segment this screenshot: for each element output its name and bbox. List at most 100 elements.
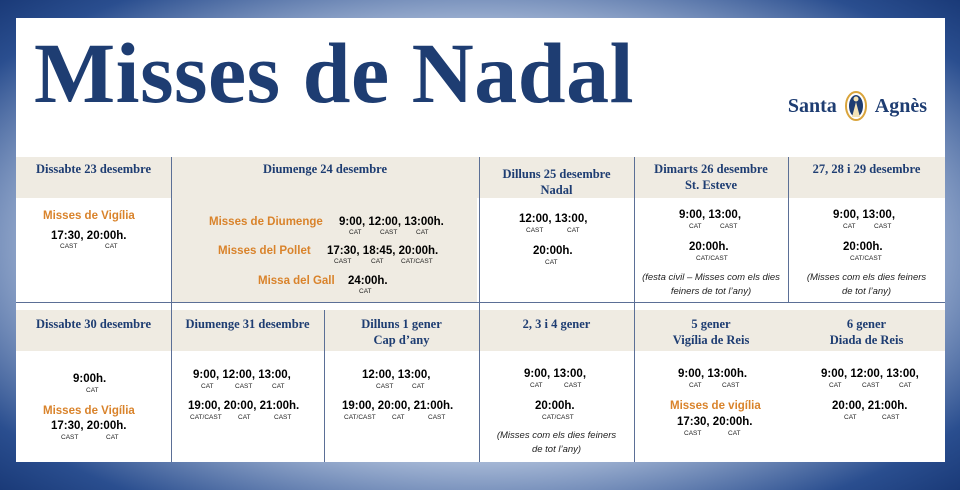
jan1-times: 12:00, 13:00, (362, 369, 431, 381)
jan1-times-2: 19:00, 20:00, 21:00h. (342, 400, 454, 412)
lang-tag: CAT (829, 382, 842, 389)
lang-tag: CAT (272, 383, 285, 390)
lang-tag: CAST (862, 382, 880, 389)
lang-tag: CAT/CAST (401, 258, 433, 265)
lang-tag: CAST (235, 383, 253, 390)
header-sun24: Diumenge 24 desembre (262, 162, 388, 176)
sun31-times-2: 19:00, 20:00, 21:00h. (188, 400, 300, 412)
sat23-times: 17:30, 20:00h. (51, 230, 127, 242)
lang-tag: CAST (380, 229, 398, 236)
lang-tag: CAT/CAST (344, 414, 376, 421)
lang-tag: CAST (722, 382, 740, 389)
lang-tag: CAT/CAST (850, 255, 882, 262)
lang-tag: CAT (238, 414, 251, 421)
lang-tag: CAT (359, 288, 372, 295)
lang-tag: CAST (376, 383, 394, 390)
tue26-note: (festa civil – Misses com els dies feiner… (642, 272, 780, 297)
lang-tag: CAT (567, 227, 580, 234)
logo: Santa Agnès (788, 90, 927, 122)
lang-tag: CAST (428, 414, 446, 421)
mon25-times-2: 20:00h. (533, 245, 573, 257)
jan5-times-2: 17:30, 20:00h. (677, 416, 753, 428)
lang-tag: CAT (86, 387, 99, 394)
sun24-r3-label: Missa del Gall (258, 275, 335, 287)
d27-times-2: 20:00h. (843, 241, 883, 253)
lang-tag: CAT (843, 223, 856, 230)
header-sat23: Dissabte 23 desembre (35, 162, 152, 176)
d27-note: (Misses com els dies feiners de tot l’any… (806, 272, 927, 297)
sat23-label: Misses de Vigília (43, 210, 135, 222)
header-band-row1 (16, 157, 945, 198)
lang-tag: CAST (720, 223, 738, 230)
header-d27: 27, 28 i 29 desembre (812, 162, 921, 176)
header-band-row2 (16, 310, 945, 351)
lang-tag: CAT/CAST (190, 414, 222, 421)
lang-tag: CAT (392, 414, 405, 421)
saint-agnes-emblem-icon (844, 91, 867, 121)
col-divider (324, 310, 325, 462)
sun24-r3-times: 24:00h. (348, 275, 388, 287)
sun24-r1-label: Misses de Diumenge (209, 216, 323, 228)
jan6-times: 9:00, 12:00, 13:00, (821, 368, 919, 380)
lang-tag: CAST (274, 414, 292, 421)
sat30-label: Misses de Vigília (43, 405, 135, 417)
lang-tag: CAST (874, 223, 892, 230)
sat30-times-2: 17:30, 20:00h. (51, 420, 127, 432)
header-tue26: Dimarts 26 desembre St. Esteve (654, 162, 768, 192)
sun24-r1-times: 9:00, 12:00, 13:00h. (339, 216, 444, 228)
lang-tag: CAST (60, 243, 78, 250)
col-divider (479, 157, 480, 462)
lang-tag: CAST (526, 227, 544, 234)
lang-tag: CAT (416, 229, 429, 236)
header-jan1: Dilluns 1 gener Cap d’any (361, 317, 442, 347)
lang-tag: CAST (564, 382, 582, 389)
d27-times: 9:00, 13:00, (833, 209, 896, 221)
jan6-times-2: 20:00, 21:00h. (832, 400, 908, 412)
logo-text-right: Agnès (874, 94, 927, 117)
lang-tag: CAT (728, 430, 741, 437)
schedule-grid: Dissabte 23 desembre Diumenge 24 desembr… (16, 157, 945, 462)
lang-tag: CAT (201, 383, 214, 390)
lang-tag: CAST (61, 434, 79, 441)
jan234-note: (Misses com els dies feiners de tot l’any… (496, 430, 617, 455)
lang-tag: CAT (689, 223, 702, 230)
lang-tag: CAT (689, 382, 702, 389)
lang-tag: CAST (334, 258, 352, 265)
lang-tag: CAT/CAST (542, 414, 574, 421)
col-divider (788, 157, 789, 302)
sun24-r2-times: 17:30, 18:45, 20:00h. (327, 245, 439, 257)
header-sun31: Diumenge 31 desembre (185, 317, 310, 331)
lang-tag: CAST (882, 414, 900, 421)
jan234-times-2: 20:00h. (535, 400, 575, 412)
lang-tag: CAT (349, 229, 362, 236)
header-jan6: 6 gener Diada de Reis (829, 317, 904, 347)
lang-tag: CAT (106, 434, 119, 441)
jan5-times: 9:00, 13:00h. (678, 368, 748, 380)
sun24-r2-label: Misses del Pollet (218, 245, 311, 257)
logo-text-left: Santa (787, 94, 837, 117)
col-divider (634, 157, 635, 462)
header-sat30: Dissabte 30 desembre (35, 317, 152, 331)
sun31-times: 9:00, 12:00, 13:00, (193, 369, 291, 381)
lang-tag: CAT (530, 382, 543, 389)
lang-tag: CAT/CAST (696, 255, 728, 262)
tue26-times: 9:00, 13:00, (679, 209, 742, 221)
schedule-card: Misses de Nadal Santa Agnès Dissabte 23 … (16, 18, 945, 462)
header-mon25: Dilluns 25 desembre Nadal (502, 167, 611, 197)
tue26-times-2: 20:00h. (689, 241, 729, 253)
jan234-times: 9:00, 13:00, (524, 368, 587, 380)
sat30-times: 9:00h. (73, 373, 107, 385)
page-title: Misses de Nadal (34, 25, 634, 121)
lang-tag: CAT (899, 382, 912, 389)
sunday-24-band (171, 198, 477, 302)
lang-tag: CAST (684, 430, 702, 437)
mon25-times: 12:00, 13:00, (519, 213, 588, 225)
lang-tag: CAT (844, 414, 857, 421)
lang-tag: CAT (371, 258, 384, 265)
jan5-label: Misses de vigília (670, 400, 761, 412)
row-divider (16, 302, 945, 303)
header-jan234: 2, 3 i 4 gener (522, 317, 591, 331)
lang-tag: CAT (412, 383, 425, 390)
lang-tag: CAT (545, 259, 558, 266)
lang-tag: CAT (105, 243, 118, 250)
